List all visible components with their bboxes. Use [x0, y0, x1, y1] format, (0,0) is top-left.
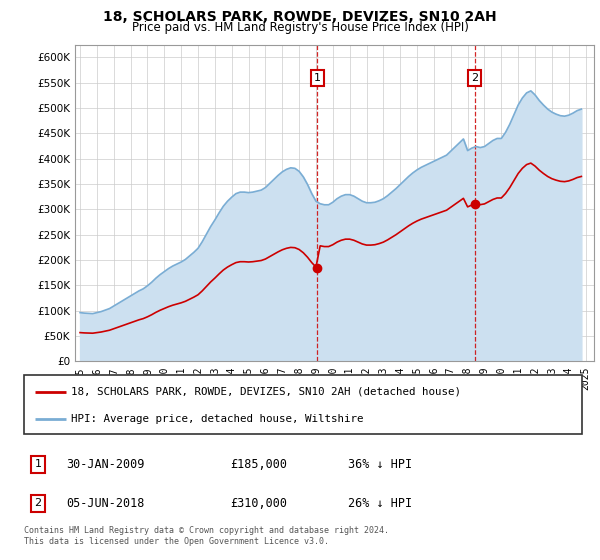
Text: 26% ↓ HPI: 26% ↓ HPI [347, 497, 412, 510]
Text: 1: 1 [34, 459, 41, 469]
Text: 18, SCHOLARS PARK, ROWDE, DEVIZES, SN10 2AH (detached house): 18, SCHOLARS PARK, ROWDE, DEVIZES, SN10 … [71, 386, 461, 396]
Text: Price paid vs. HM Land Registry's House Price Index (HPI): Price paid vs. HM Land Registry's House … [131, 21, 469, 34]
Text: 2: 2 [471, 73, 478, 83]
Text: 36% ↓ HPI: 36% ↓ HPI [347, 458, 412, 471]
Text: 18, SCHOLARS PARK, ROWDE, DEVIZES, SN10 2AH: 18, SCHOLARS PARK, ROWDE, DEVIZES, SN10 … [103, 10, 497, 24]
Text: £185,000: £185,000 [230, 458, 287, 471]
Text: 2: 2 [34, 498, 41, 508]
Text: 05-JUN-2018: 05-JUN-2018 [66, 497, 144, 510]
Text: Contains HM Land Registry data © Crown copyright and database right 2024.
This d: Contains HM Land Registry data © Crown c… [24, 526, 389, 546]
FancyBboxPatch shape [24, 375, 582, 434]
Text: 30-JAN-2009: 30-JAN-2009 [66, 458, 144, 471]
Text: £310,000: £310,000 [230, 497, 287, 510]
Text: HPI: Average price, detached house, Wiltshire: HPI: Average price, detached house, Wilt… [71, 414, 364, 424]
Text: 1: 1 [314, 73, 321, 83]
